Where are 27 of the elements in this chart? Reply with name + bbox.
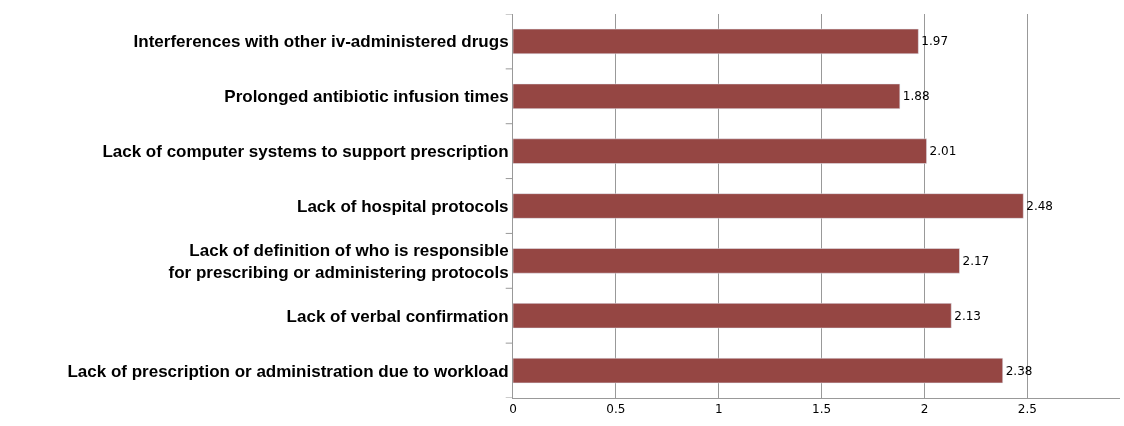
data-label: 1.97 (921, 34, 949, 49)
bar (513, 193, 1024, 219)
x-tick-label: 0 (509, 402, 517, 417)
data-label: 2.13 (954, 308, 981, 323)
data-label: 2.48 (1026, 199, 1054, 213)
data-label: 2.17 (962, 253, 990, 268)
data-label: 2.38 (1005, 363, 1033, 378)
data-label: 1.88 (902, 89, 930, 104)
bar (513, 303, 952, 329)
x-tick-label: 2 (920, 402, 929, 417)
y-tick-label: Lack of definition of who is responsible for prescribing or administering protocols (168, 240, 509, 282)
y-tick-label: Interferences with other iv-administered drugs (133, 32, 509, 52)
y-tick-label: Lack of computer systems to support prescription (102, 142, 509, 162)
bar (513, 83, 901, 109)
bar (513, 28, 919, 55)
y-tick-label: Lack of hospital protocols (297, 196, 509, 216)
y-tick-label: Prolonged antibiotic infusion times (224, 87, 509, 107)
data-label: 2.01 (929, 144, 957, 159)
y-tick-label: Lack of verbal confirmation (286, 306, 509, 326)
bar (513, 248, 960, 274)
x-tick-label: 1 (714, 402, 723, 417)
x-tick-label: 1.5 (812, 402, 832, 417)
bar (513, 357, 1003, 384)
x-tick-label: 2.5 (1017, 402, 1037, 417)
x-tick-label: 0.5 (606, 402, 626, 417)
bar (513, 138, 927, 164)
y-tick-label: Lack of prescription or administration due to workload (67, 361, 509, 381)
